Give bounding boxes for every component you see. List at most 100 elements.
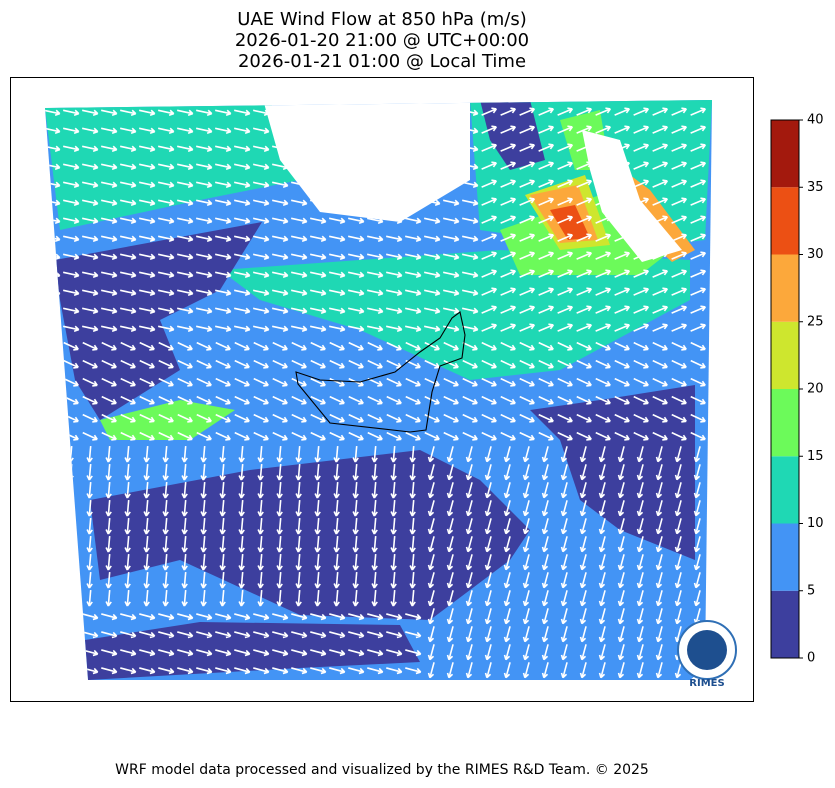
wind-arrow <box>557 251 574 260</box>
wind-arrow <box>522 572 530 589</box>
wind-arrow <box>219 463 226 481</box>
wind-arrow <box>310 341 326 351</box>
wind-arrow <box>82 109 99 117</box>
wind-arrow <box>595 197 612 206</box>
wind-arrow <box>579 500 587 517</box>
wind-arrow <box>367 395 383 405</box>
wind-arrow <box>484 482 492 499</box>
wind-arrow <box>82 613 99 621</box>
wind-arrow <box>348 163 365 171</box>
wind-arrow <box>557 305 574 314</box>
wind-arrow <box>63 613 80 621</box>
wind-arrow <box>522 518 530 535</box>
wind-arrow <box>86 481 93 499</box>
wind-arrow <box>234 289 251 297</box>
wind-arrow <box>276 517 283 535</box>
colorbar-segment <box>771 456 799 524</box>
wind-arrow <box>196 307 213 315</box>
wind-arrow <box>348 431 364 441</box>
wind-arrow <box>538 413 554 423</box>
wind-arrow <box>367 649 384 657</box>
wind-arrow <box>443 253 460 261</box>
wind-arrow <box>276 499 283 517</box>
wind-arrow <box>595 359 611 369</box>
wind-arrow <box>45 667 61 675</box>
wind-arrow <box>386 127 403 135</box>
wind-arrow <box>86 535 93 553</box>
wind-arrow <box>139 217 156 225</box>
wind-arrow <box>120 341 136 351</box>
wind-arrow <box>576 269 593 278</box>
wind-arrow <box>272 649 289 657</box>
wind-arrow <box>234 271 251 279</box>
wind-arrow <box>101 253 118 261</box>
wind-arrow <box>139 163 156 171</box>
wind-arrow <box>367 145 384 153</box>
wind-arrow <box>272 395 288 405</box>
wind-arrow <box>158 341 174 351</box>
wind-arrow <box>579 446 587 463</box>
wind-arrow <box>538 269 555 278</box>
wind-arrow <box>196 145 213 153</box>
wind-arrow <box>522 626 530 643</box>
wind-arrow <box>390 535 397 553</box>
wind-arrow <box>633 269 650 278</box>
wind-arrow <box>291 181 308 189</box>
wind-arrow <box>690 287 707 296</box>
wind-arrow <box>671 341 687 351</box>
wind-arrow <box>177 199 194 207</box>
wind-arrow <box>427 626 435 643</box>
wind-arrow <box>579 626 587 643</box>
wind-arrow <box>329 667 346 675</box>
wind-arrow <box>45 431 60 441</box>
wind-arrow <box>253 181 270 189</box>
wind-arrow <box>314 463 321 481</box>
wind-arrow <box>101 145 118 153</box>
wind-arrow <box>295 571 302 589</box>
wind-arrow <box>367 631 384 639</box>
wind-arrow <box>446 626 454 643</box>
wind-arrow <box>310 431 326 441</box>
wind-arrow <box>48 517 55 535</box>
wind-arrow <box>557 125 574 134</box>
wind-arrow <box>329 413 345 423</box>
wind-arrow <box>671 269 688 278</box>
wind-arrow <box>481 125 498 134</box>
wind-arrow <box>560 572 568 589</box>
wind-arrow <box>576 161 593 170</box>
wind-arrow <box>371 571 378 589</box>
wind-arrow <box>63 667 80 675</box>
wind-arrow <box>291 127 308 135</box>
wind-arrow <box>462 253 479 261</box>
wind-arrow <box>295 481 302 499</box>
wind-arrow <box>124 553 131 571</box>
field-region <box>550 205 590 240</box>
wind-arrow <box>557 233 574 242</box>
wind-arrow <box>427 464 435 481</box>
wind-arrow <box>215 127 232 135</box>
wind-arrow <box>557 215 574 224</box>
wind-arrow <box>234 413 250 423</box>
wind-arrow <box>633 395 649 405</box>
wind-arrow <box>272 199 289 207</box>
wind-arrow <box>522 590 530 607</box>
wind-arrow <box>295 589 302 607</box>
wind-arrow <box>105 535 112 553</box>
wind-arrow <box>82 145 99 153</box>
wind-arrow <box>120 649 137 657</box>
wind-arrow <box>409 571 416 589</box>
wind-arrow <box>82 271 99 279</box>
wind-arrow <box>560 482 568 499</box>
wind-arrow <box>348 395 364 405</box>
wind-arrow <box>82 217 99 225</box>
wind-arrow <box>348 667 365 675</box>
wind-arrow <box>614 107 631 116</box>
wind-arrow <box>105 517 112 535</box>
wind-arrow <box>329 235 346 243</box>
wind-arrow <box>310 145 327 153</box>
wind-arrow <box>105 481 112 499</box>
wind-arrow <box>295 535 302 553</box>
wind-arrow <box>177 359 193 369</box>
wind-arrow <box>405 163 422 171</box>
wind-arrow <box>139 325 156 333</box>
